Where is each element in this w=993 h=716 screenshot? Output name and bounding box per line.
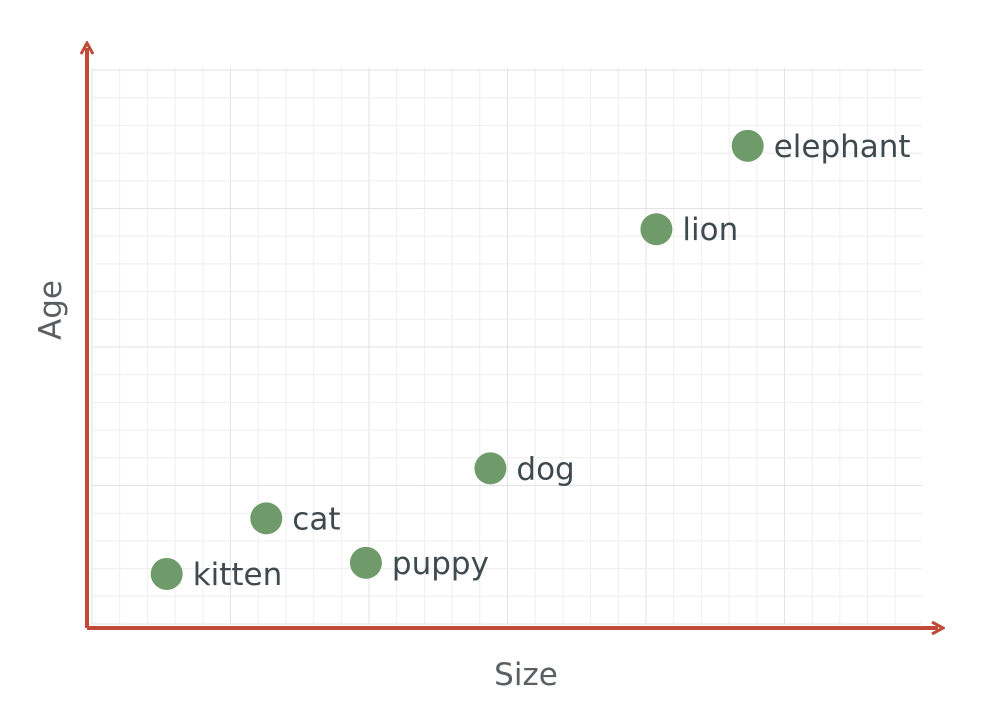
point-marker: [474, 452, 507, 485]
data-point-puppy: puppy: [349, 546, 489, 582]
point-label: elephant: [774, 129, 911, 165]
point-label: dog: [516, 451, 574, 487]
data-point-lion: lion: [640, 212, 738, 248]
point-marker: [349, 546, 382, 579]
data-point-elephant: elephant: [731, 129, 911, 165]
point-label: kitten: [193, 557, 283, 593]
x-axis-label: Size: [494, 657, 558, 693]
point-marker: [640, 213, 673, 246]
point-marker: [731, 129, 764, 162]
data-point-kitten: kitten: [150, 557, 283, 593]
point-marker: [150, 557, 183, 590]
data-point-dog: dog: [474, 451, 575, 487]
point-label: lion: [682, 212, 738, 248]
point-label: cat: [292, 501, 340, 537]
plot-grid: [91, 68, 922, 625]
data-point-cat: cat: [250, 501, 341, 537]
y-axis-label: Age: [33, 280, 69, 340]
point-label: puppy: [392, 546, 489, 582]
point-marker: [250, 502, 283, 535]
